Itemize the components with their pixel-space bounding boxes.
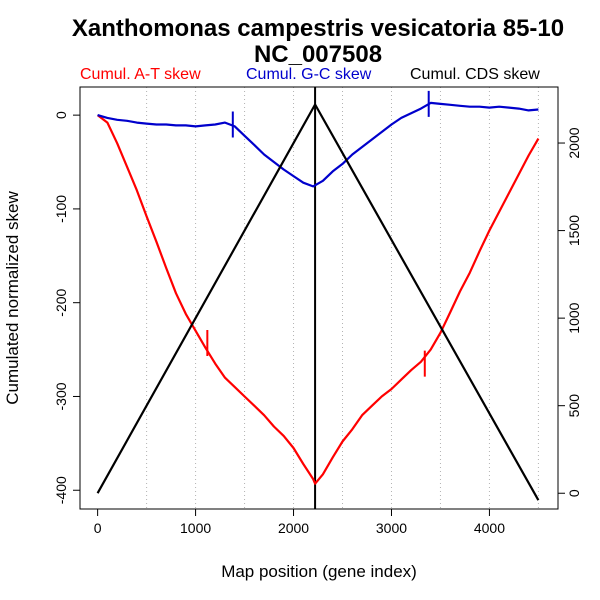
- series-layer: [96, 101, 540, 501]
- x-tick-label: 1000: [180, 520, 211, 536]
- x-tick-label: 0: [94, 520, 102, 536]
- legend-gc-skew: Cumul. G-C skew: [246, 66, 372, 83]
- y-axis-label: Cumulated normalized skew: [3, 191, 22, 405]
- grid-lines: [146, 87, 539, 509]
- x-tick-label: 3000: [376, 520, 407, 536]
- chart-subtitle: NC_007508: [254, 41, 382, 68]
- marker-layer: [206, 90, 430, 377]
- y-tick-label: -400: [53, 476, 69, 504]
- y-axis-right: 0 500 1000 1500 2000: [558, 127, 582, 497]
- y2-tick-label: 2000: [566, 127, 582, 158]
- x-tick-label: 2000: [278, 520, 309, 536]
- plot-frame: [79, 86, 559, 510]
- y-tick-label: -100: [53, 195, 69, 223]
- legend-cds-skew: Cumul. CDS skew: [410, 66, 540, 83]
- y-tick-label: -300: [53, 382, 69, 410]
- legend-at-skew: Cumul. A-T skew: [80, 66, 201, 83]
- x-tick-label: 4000: [474, 520, 505, 536]
- series-line-1: [97, 101, 539, 188]
- x-axis: 0 1000 2000 3000 4000: [94, 509, 505, 536]
- y-axis-left: 0 -100 -200 -300 -400: [53, 111, 80, 504]
- y2-tick-label: 0: [566, 489, 582, 497]
- chart-title: Xanthomonas campestris vesicatoria 85-10: [72, 15, 564, 42]
- y-tick-label: 0: [53, 111, 69, 119]
- x-axis-label: Map position (gene index): [221, 562, 417, 581]
- series-line-0: [96, 114, 540, 485]
- y2-tick-label: 500: [566, 394, 582, 418]
- y2-tick-label: 1500: [566, 215, 582, 246]
- y2-tick-label: 1000: [566, 302, 582, 333]
- y-tick-label: -200: [53, 288, 69, 316]
- series-line-2: [96, 103, 540, 501]
